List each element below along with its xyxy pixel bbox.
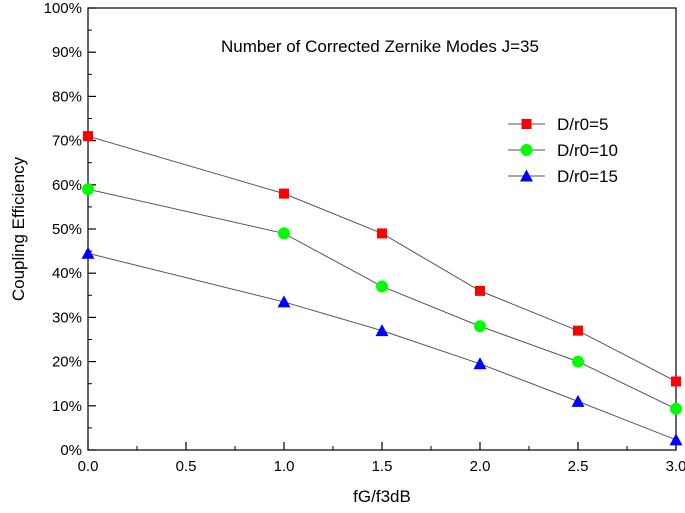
- chart-title: Number of Corrected Zernike Modes J=35: [221, 37, 539, 56]
- data-point: [571, 394, 585, 407]
- series-square: [83, 131, 681, 387]
- series-triangle: [81, 246, 683, 446]
- legend-marker: [520, 169, 533, 182]
- y-tick-label: 60%: [52, 177, 82, 194]
- y-tick-label: 80%: [52, 88, 82, 105]
- x-tick-label: 2.5: [568, 458, 589, 475]
- data-point: [670, 402, 682, 415]
- data-point: [669, 433, 683, 446]
- x-tick-label: 1.5: [372, 458, 393, 475]
- y-tick-label: 40%: [52, 265, 82, 282]
- data-point: [475, 285, 485, 296]
- data-point: [572, 355, 584, 368]
- series-line: [87, 188, 677, 410]
- series-line: [87, 135, 677, 382]
- series-circle: [82, 183, 682, 415]
- data-point: [83, 131, 93, 142]
- y-tick-label: 0%: [60, 442, 82, 459]
- data-point: [474, 320, 486, 333]
- x-tick-label: 0.0: [78, 458, 99, 475]
- data-point: [82, 183, 94, 196]
- legend-label: D/r0=10: [557, 141, 618, 160]
- y-tick-label: 100%: [44, 0, 82, 17]
- y-axis: 0% 10% 20% 30% 40% 50% 60% 70% 80% 90% 100%: [44, 0, 96, 459]
- data-point: [671, 376, 681, 387]
- series-line: [87, 252, 677, 441]
- y-tick-label: 20%: [52, 354, 82, 371]
- y-tick-label: 70%: [52, 133, 82, 150]
- legend-label: D/r0=15: [557, 167, 618, 186]
- x-tick-label: 1.0: [274, 458, 295, 475]
- data-point: [279, 188, 289, 199]
- data-point: [81, 246, 95, 259]
- y-tick-label: 10%: [52, 398, 82, 415]
- y-tick-label: 90%: [52, 44, 82, 61]
- data-point: [278, 227, 290, 240]
- data-point: [375, 324, 389, 337]
- legend-marker: [520, 144, 533, 156]
- y-tick-label: 30%: [52, 309, 82, 326]
- legend-item: D/r0=15: [508, 167, 618, 186]
- y-axis-title: Coupling Efficiency: [9, 156, 28, 301]
- legend-marker: [521, 119, 532, 129]
- x-tick-label: 0.5: [176, 458, 197, 475]
- x-axis-title: fG/f3dB: [353, 487, 411, 506]
- legend-label: D/r0=5: [557, 115, 609, 134]
- x-tick-label: 2.0: [470, 458, 491, 475]
- data-point: [473, 357, 487, 370]
- data-point: [573, 325, 583, 336]
- series-layer: [81, 131, 683, 446]
- data-point: [377, 228, 387, 239]
- data-point: [376, 280, 388, 293]
- legend: D/r0=5 D/r0=10 D/r0=15: [508, 115, 618, 186]
- y-tick-label: 50%: [52, 221, 82, 238]
- legend-item: D/r0=5: [508, 115, 609, 134]
- x-tick-label: 3.0: [666, 458, 685, 475]
- legend-item: D/r0=10: [508, 141, 618, 160]
- data-point: [277, 295, 291, 308]
- x-axis: 0.0 0.5 1.0 1.5 2.0 2.5 3.0: [78, 442, 685, 475]
